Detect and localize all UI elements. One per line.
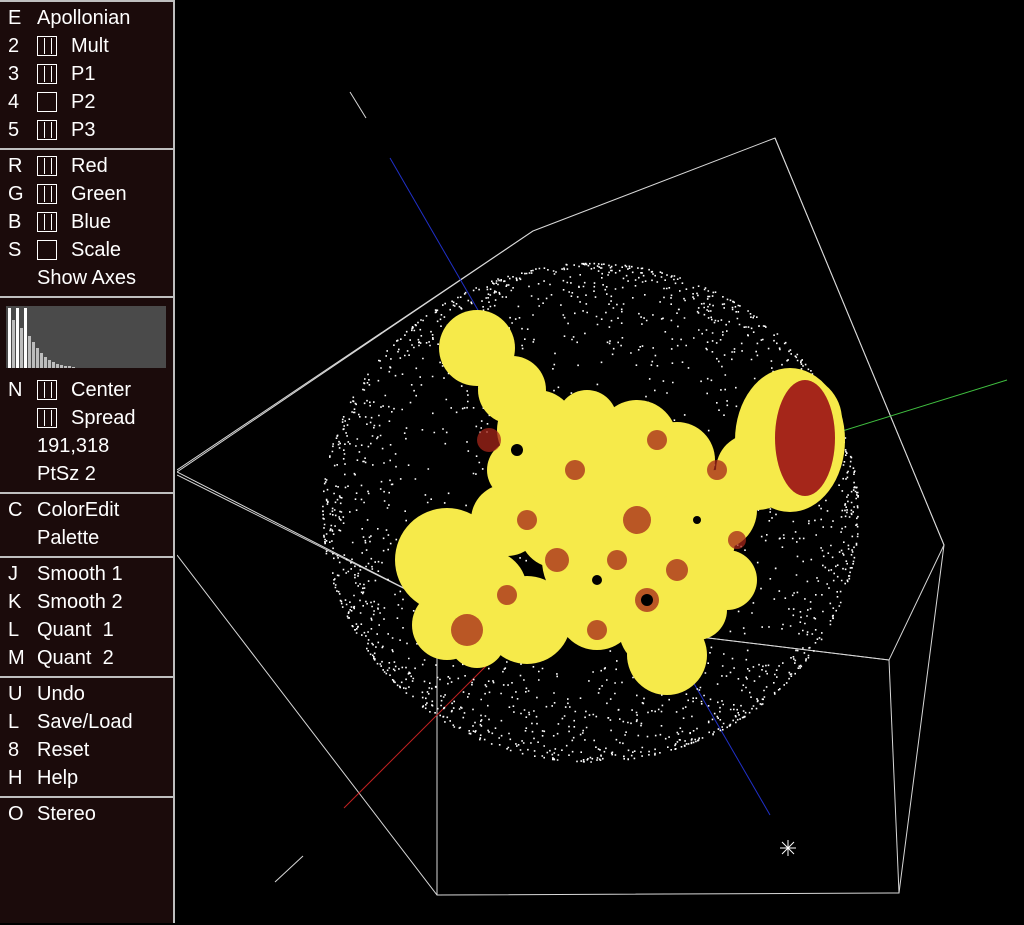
shortcut-key: 2 [8,34,20,57]
smooth-2-label: Smooth 2 [37,590,123,613]
cursor-icon [780,840,796,856]
point-count-row: 191,318 [0,432,173,460]
undo-button[interactable]: U Undo [0,680,173,708]
p2-slider[interactable]: 4 P2 [0,88,173,116]
save-load-button[interactable]: L Save/Load [0,708,173,736]
histogram [6,306,166,368]
distribution-section: N Center Spread 191,318 PtSz 2 [0,298,173,494]
center-label: Center [71,378,132,401]
show-axes-button[interactable]: Show Axes [0,264,173,292]
shortcut-key: 3 [8,62,20,85]
blue-slider[interactable]: B Blue [0,208,173,236]
p2-slider-box[interactable] [37,92,57,112]
palette-button[interactable]: Palette [0,524,173,552]
color-section: R Red G Green B Blue S Scale Show Axes [0,150,173,298]
save-load-label: Save/Load [37,710,133,733]
shortcut-key: C [8,498,23,521]
p3-slider[interactable]: 5 P3 [0,116,173,144]
shortcut-key: U [8,682,23,705]
smooth-1-button[interactable]: J Smooth 1 [0,560,173,588]
shortcut-key: L [8,710,20,733]
red-slider-box[interactable] [37,156,57,176]
control-panel: E Apollonian 2 Mult 3 P1 4 P2 5 P3 R Red [0,0,175,923]
point-cloud-render[interactable] [177,0,1024,925]
center-slider[interactable]: N Center [0,376,173,404]
spread-slider-box[interactable] [37,408,57,428]
p3-slider-box[interactable] [37,120,57,140]
fractal-type-label: Apollonian [37,6,131,29]
shortcut-key: S [8,238,22,261]
scale-label: Scale [71,238,122,261]
smoothing-section: J Smooth 1 K Smooth 2 L Quant 1 M Quant … [0,558,173,678]
green-slider[interactable]: G Green [0,180,173,208]
reset-label: Reset [37,738,90,761]
shortcut-key: B [8,210,22,233]
apollonian-fractal [395,310,845,695]
mult-slider-box[interactable] [37,36,57,56]
help-label: Help [37,766,79,789]
shortcut-key: H [8,766,23,789]
blue-label: Blue [71,210,112,233]
scale-slider-box[interactable] [37,240,57,260]
p1-slider[interactable]: 3 P1 [0,60,173,88]
point-count: 191,318 [37,434,110,457]
shortcut-key: N [8,378,23,401]
smooth-1-label: Smooth 1 [37,562,123,585]
shortcut-key: G [8,182,24,205]
point-size-button[interactable]: PtSz 2 [0,460,173,488]
p1-slider-box[interactable] [37,64,57,84]
apollonian-button[interactable]: E Apollonian [0,4,173,32]
quant-2-button[interactable]: M Quant 2 [0,644,173,672]
spread-slider[interactable]: Spread [0,404,173,432]
stereo-label: Stereo [37,802,96,825]
shortcut-key: E [8,6,22,29]
p3-label: P3 [71,118,96,141]
file-section: U Undo L Save/Load 8 Reset H Help [0,678,173,798]
p2-label: P2 [71,90,96,113]
shortcut-key: J [8,562,18,585]
shortcut-key: K [8,590,22,613]
shortcut-key: 4 [8,90,20,113]
color-edit-label: ColorEdit [37,498,120,521]
spread-label: Spread [71,406,136,429]
shortcut-key: O [8,802,24,825]
reset-button[interactable]: 8 Reset [0,736,173,764]
palette-label: Palette [37,526,100,549]
show-axes-label: Show Axes [37,266,136,289]
shortcut-key: R [8,154,23,177]
quant-1-label: Quant 1 [37,618,114,641]
point-size-label: PtSz 2 [37,462,96,485]
stereo-section: O Stereo [0,798,173,828]
help-button[interactable]: H Help [0,764,173,792]
mult-slider[interactable]: 2 Mult [0,32,173,60]
shortcut-key: 5 [8,118,20,141]
stereo-button[interactable]: O Stereo [0,800,173,828]
shortcut-key: M [8,646,25,669]
center-slider-box[interactable] [37,380,57,400]
palette-section: C ColorEdit Palette [0,494,173,558]
red-slider[interactable]: R Red [0,152,173,180]
scale-slider[interactable]: S Scale [0,236,173,264]
quant-2-label: Quant 2 [37,646,114,669]
fractal-section: E Apollonian 2 Mult 3 P1 4 P2 5 P3 [0,2,173,150]
green-slider-box[interactable] [37,184,57,204]
undo-label: Undo [37,682,85,705]
p1-label: P1 [71,62,96,85]
mult-label: Mult [71,34,109,57]
color-edit-button[interactable]: C ColorEdit [0,496,173,524]
shortcut-key: 8 [8,738,20,761]
red-label: Red [71,154,108,177]
smooth-2-button[interactable]: K Smooth 2 [0,588,173,616]
green-label: Green [71,182,127,205]
shortcut-key: L [8,618,20,641]
quant-1-button[interactable]: L Quant 1 [0,616,173,644]
3d-viewport[interactable] [177,0,1024,925]
blue-slider-box[interactable] [37,212,57,232]
